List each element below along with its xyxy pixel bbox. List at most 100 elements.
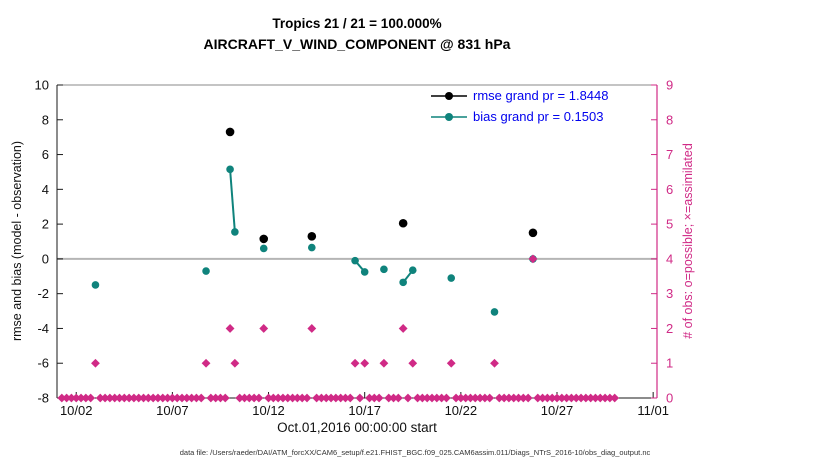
obs_assimilated-zero-marker — [326, 393, 336, 403]
obs_assimilated-zero-marker — [71, 393, 81, 403]
obs_assimilated-point — [379, 358, 389, 368]
obs_assimilated-zero-marker — [331, 393, 341, 403]
left-axis-label: rmse and bias (model - observation) — [10, 140, 24, 342]
obs_assimilated-zero-marker — [264, 393, 273, 403]
y-right-tick-label: 3 — [666, 286, 673, 301]
y-left-tick-label: 10 — [35, 78, 49, 93]
obs_assimilated-zero-marker — [571, 393, 581, 403]
obs_assimilated-zero-marker — [163, 393, 172, 403]
obs_assimilated-zero-marker — [595, 393, 605, 403]
obs_assimilated-zero-marker — [172, 393, 182, 403]
y-left-tick-label: 6 — [42, 147, 49, 162]
right-axis-label: # of obs: o=possible; ×=assimilated — [681, 143, 695, 339]
y-left-tick-label: -2 — [37, 286, 49, 301]
y-right-tick-label: 5 — [666, 217, 673, 232]
obs_assimilated-point — [360, 358, 370, 368]
obs_assimilated-zero-marker — [586, 393, 596, 403]
obs_assimilated-zero-marker — [124, 393, 134, 403]
y-right-tick-label: 1 — [666, 356, 673, 371]
obs_assimilated-zero-marker — [504, 393, 514, 403]
bias-point — [351, 256, 359, 265]
rmse-point — [259, 234, 269, 244]
x-tick-label: 11/01 — [637, 403, 669, 418]
obs_assimilated-zero-marker — [220, 393, 230, 403]
obs_assimilated-zero-marker — [422, 393, 432, 403]
obs_assimilated-zero-marker — [557, 393, 567, 403]
obs_assimilated-zero-marker — [105, 393, 115, 403]
x-tick-label: 10/22 — [445, 403, 478, 418]
bias-point — [490, 308, 499, 316]
obs_assimilated-point — [201, 358, 211, 368]
obs_assimilated-zero-marker — [552, 393, 562, 403]
obs_assimilated-zero-marker — [341, 393, 350, 403]
obs_assimilated-zero-marker — [461, 393, 471, 403]
bias-segment — [229, 169, 236, 233]
obs_assimilated-zero-marker — [76, 393, 86, 403]
legend-item-rmse: rmse grand pr = 1.8448 — [430, 85, 609, 106]
obs_assimilated-zero-marker — [485, 393, 495, 403]
obs_assimilated-zero-marker — [403, 393, 413, 403]
obs_assimilated-zero-marker — [562, 393, 572, 403]
obs_assimilated-zero-marker — [576, 393, 586, 403]
obs_assimilated-zero-marker — [312, 393, 322, 403]
y-right-tick-label: 7 — [666, 147, 673, 162]
obs_assimilated-zero-marker — [470, 393, 480, 403]
y-right-tick-label: 2 — [666, 321, 673, 336]
y-right-tick-label: 6 — [666, 182, 673, 197]
obs_assimilated-zero-marker — [244, 393, 254, 403]
obs_assimilated-zero-marker — [499, 393, 509, 403]
obs_assimilated-zero-marker — [139, 393, 148, 403]
obs_assimilated-zero-marker — [365, 393, 374, 403]
obs_assimilated-point — [446, 358, 456, 368]
obs_assimilated-zero-marker — [547, 393, 557, 403]
legend-item-bias: bias grand pr = 0.1503 — [430, 106, 609, 127]
obs_assimilated-zero-marker — [240, 393, 249, 403]
obs_assimilated-zero-marker — [95, 393, 105, 403]
obs_assimilated-point — [91, 358, 100, 368]
bias-point — [226, 165, 234, 174]
y-left-tick-label: -4 — [37, 321, 49, 336]
obs_assimilated-point — [528, 254, 538, 264]
bias-point — [202, 267, 210, 275]
obs_assimilated-zero-marker — [62, 393, 72, 403]
obs_assimilated-zero-marker — [456, 393, 466, 403]
x-tick-label: 10/17 — [348, 403, 381, 418]
obs_assimilated-zero-marker — [192, 393, 201, 403]
obs_assimilated-zero-marker — [249, 393, 259, 403]
obs_assimilated-zero-marker — [292, 393, 302, 403]
rmse-point — [225, 127, 235, 137]
obs_assimilated-zero-marker — [187, 393, 197, 403]
obs_assimilated-zero-marker — [413, 393, 422, 403]
obs_assimilated-zero-marker — [336, 393, 346, 403]
legend: rmse grand pr = 1.8448 bias grand pr = 0.… — [430, 85, 609, 127]
obs_assimilated-zero-marker — [542, 393, 552, 403]
obs_assimilated-zero-marker — [158, 393, 168, 403]
obs_assimilated-zero-marker — [384, 393, 394, 403]
obs_assimilated-point — [230, 358, 240, 368]
legend-label-rmse: rmse grand pr = 1.8448 — [473, 88, 609, 103]
obs_assimilated-zero-marker — [317, 393, 326, 403]
obs_assimilated-zero-marker — [442, 393, 451, 403]
obs_assimilated-zero-marker — [288, 393, 297, 403]
data-file-caption: data file: /Users/raeder/DAI/ATM_forcXX/… — [179, 448, 651, 457]
obs_assimilated-zero-marker — [393, 393, 403, 403]
legend-label-bias: bias grand pr = 0.1503 — [473, 109, 604, 124]
obs_assimilated-zero-marker — [321, 393, 331, 403]
obs_assimilated-zero-marker — [182, 393, 192, 403]
obs_assimilated-zero-marker — [389, 393, 398, 403]
obs_assimilated-zero-marker — [177, 393, 187, 403]
obs_assimilated-zero-marker — [610, 393, 620, 403]
obs_assimilated-zero-marker — [129, 393, 139, 403]
obs_assimilated-zero-marker — [297, 393, 307, 403]
obs_assimilated-zero-marker — [417, 393, 427, 403]
bias-point — [91, 281, 100, 289]
chart-title: Tropics 21 / 21 = 100.000% — [272, 16, 442, 31]
rmse-point — [307, 231, 317, 241]
y-left-tick-label: 2 — [42, 217, 49, 232]
obs_assimilated-point — [307, 324, 317, 333]
obs_assimilated-zero-marker — [302, 393, 312, 403]
x-tick-label: 10/07 — [156, 403, 189, 418]
y-right-tick-label: 9 — [666, 78, 673, 93]
